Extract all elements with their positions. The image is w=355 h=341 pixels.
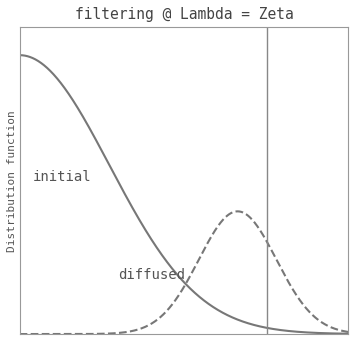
Title: filtering @ Lambda = Zeta: filtering @ Lambda = Zeta <box>75 7 293 22</box>
Y-axis label: Distribution function: Distribution function <box>7 110 17 252</box>
Text: initial: initial <box>33 170 92 184</box>
Text: diffused: diffused <box>118 268 185 282</box>
